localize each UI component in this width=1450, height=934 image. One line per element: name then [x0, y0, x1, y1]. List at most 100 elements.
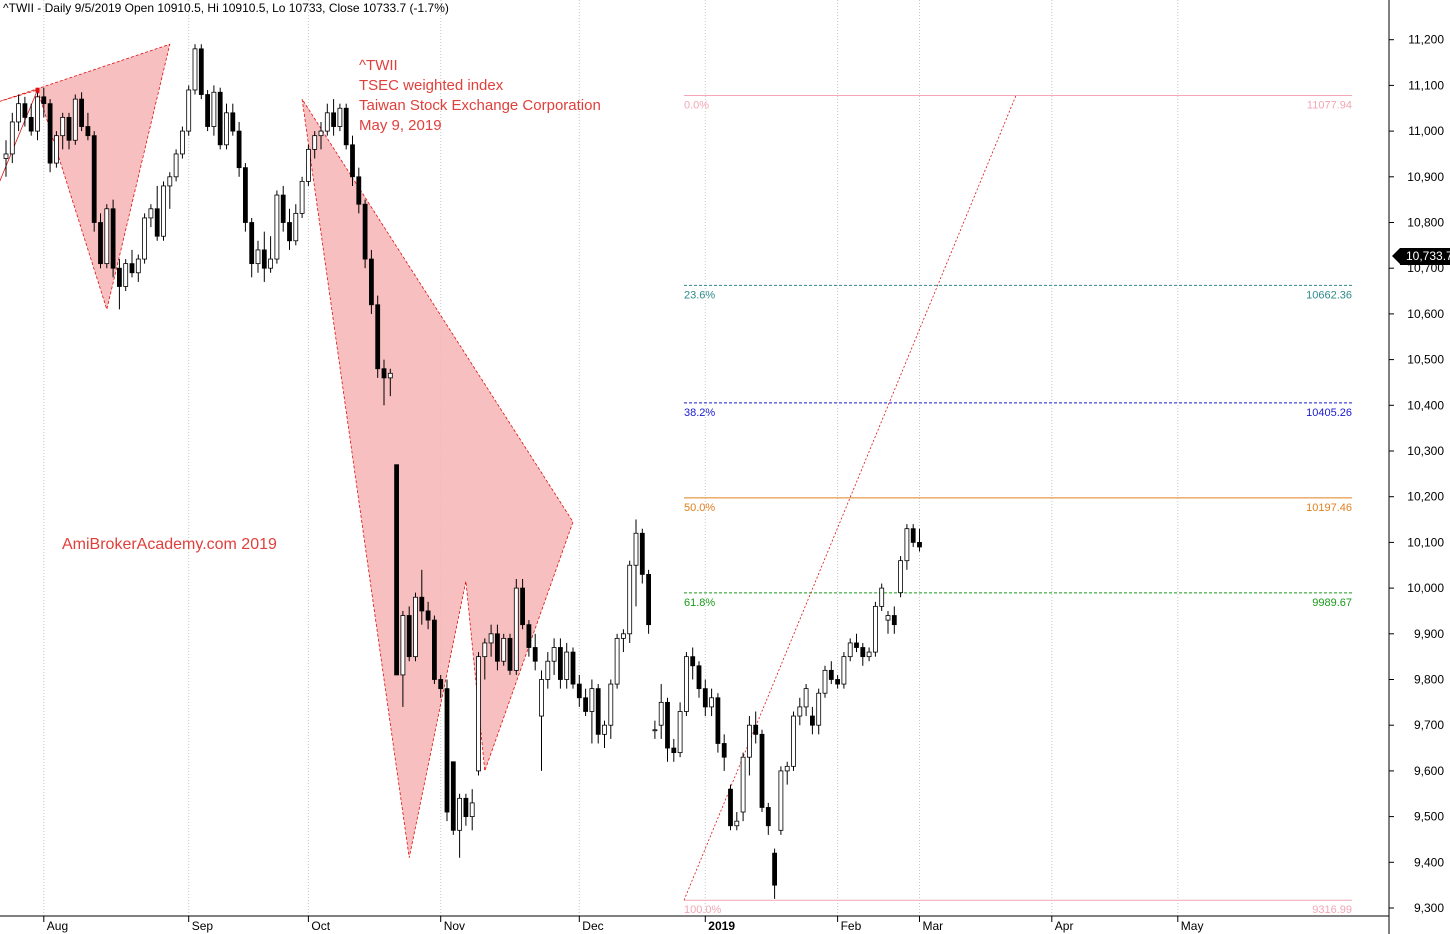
pattern-leg-2 [301, 98, 574, 858]
candle [79, 92, 84, 132]
candle [242, 163, 248, 232]
candle-body-up [469, 802, 475, 818]
candle-body-down [583, 697, 588, 712]
price-tick-label: 10,000 [1407, 581, 1444, 595]
candle-body-down [570, 651, 576, 685]
candle [425, 601, 431, 630]
candle-body-up [413, 596, 418, 658]
candle-body-up [791, 715, 796, 767]
annotation-date: May 9, 2019 [359, 117, 442, 134]
candle-body-up [173, 153, 179, 178]
candle [22, 96, 28, 127]
candle [621, 629, 626, 653]
fib-level-percent: 0.0% [684, 99, 709, 111]
candle-body-up [904, 528, 910, 562]
candle-body-down [765, 807, 771, 827]
price-tick-label: 10,800 [1407, 216, 1444, 230]
candle [91, 131, 97, 232]
price-tick-label: 11,000 [1408, 124, 1444, 138]
candle [545, 652, 551, 689]
candle [765, 802, 771, 835]
candle [375, 295, 381, 378]
candle-body-down [368, 258, 374, 306]
candle-body-down [463, 797, 469, 818]
candle-body-down [205, 94, 211, 127]
annotation-index-name: TSEC weighted index [359, 77, 504, 94]
candle-body-up [551, 647, 557, 662]
candle [469, 789, 475, 831]
last-price-badge: 10,733.7 [1392, 248, 1450, 265]
candle [791, 711, 796, 771]
candle [463, 793, 469, 826]
candle-body-down [98, 222, 103, 265]
candle-body-down [753, 724, 759, 735]
candle-body-down [646, 573, 651, 626]
candle [595, 684, 601, 744]
candle-body-down [375, 304, 381, 370]
date-tick-label: Oct [311, 919, 330, 933]
candle [715, 693, 721, 753]
price-tick-label: 10,900 [1407, 170, 1444, 184]
candle-body-down [261, 249, 267, 269]
candle-body-up [513, 587, 519, 671]
date-axis: Aug Sep Oct Nov Dec 2019 Feb Mar Apr May [0, 915, 1389, 933]
candle-body-down [91, 135, 97, 223]
candle-body-down [287, 222, 292, 242]
candle-body-up [621, 633, 626, 639]
candle-body-down [715, 697, 721, 744]
candle-body-down [236, 130, 242, 169]
candle-body-up [677, 711, 683, 754]
candle [66, 112, 72, 150]
candle-body-up [501, 637, 507, 662]
candle [179, 126, 185, 159]
candle [835, 674, 840, 689]
candle [274, 190, 280, 264]
candle-body-down [558, 647, 563, 680]
candle [551, 638, 557, 675]
candle-body-down [891, 615, 897, 626]
candle-body-down [639, 532, 645, 575]
candle [60, 112, 66, 150]
candle [917, 528, 922, 552]
candle [608, 679, 614, 739]
candle-body-up [312, 135, 318, 150]
candle-body-down [425, 610, 431, 621]
fib-trend-line [683, 95, 1017, 901]
candle-body-down [230, 112, 236, 132]
candle [312, 131, 318, 159]
price-tick-label: 9,300 [1414, 901, 1444, 915]
price-tick-label: 11,100 [1408, 78, 1444, 92]
candle-body-down [828, 669, 834, 680]
candle [614, 633, 620, 689]
candle [444, 679, 450, 822]
candle-body-up [589, 688, 595, 712]
candle-body-up [476, 656, 481, 772]
candle-body-up [482, 642, 488, 658]
candle-body-up [123, 263, 129, 287]
candle-body-up [734, 820, 740, 827]
candle [419, 569, 425, 625]
candle [898, 556, 903, 598]
candle-body-up [268, 258, 274, 269]
candle-body-down [860, 647, 866, 658]
candle [658, 684, 664, 739]
candle [406, 606, 412, 662]
candle-body-down [154, 208, 160, 237]
candle [910, 524, 916, 547]
candle [728, 784, 733, 831]
candle-body-down [22, 103, 28, 118]
candle-body-up [179, 130, 185, 155]
date-tick-label: Sep [192, 919, 214, 933]
candle [721, 734, 727, 771]
candle-body-up [305, 148, 311, 182]
price-tick-label: 9,600 [1414, 764, 1444, 778]
candle-body-down [117, 267, 122, 287]
candle-body-down [110, 208, 116, 269]
candle [501, 633, 507, 666]
candle-body-down [198, 48, 204, 95]
candle [539, 670, 544, 771]
candle [847, 638, 853, 662]
fib-level-percent: 50.0% [684, 502, 715, 514]
candle-body-down [520, 587, 525, 626]
candle [261, 231, 267, 282]
